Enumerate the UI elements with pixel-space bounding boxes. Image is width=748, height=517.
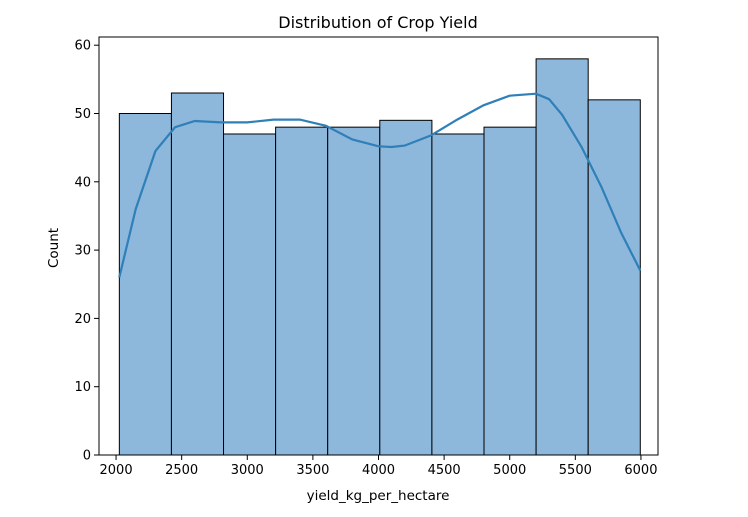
y-tick-label: 40 — [74, 175, 91, 190]
x-axis-label: yield_kg_per_hectare — [307, 488, 450, 504]
chart-title: Distribution of Crop Yield — [278, 13, 477, 32]
histogram-bar-4 — [275, 126, 329, 456]
histogram-bar-7 — [431, 133, 485, 456]
histogram-bar-10 — [587, 99, 641, 456]
x-tick-label: 5000 — [493, 463, 526, 478]
histogram-bar-3 — [223, 133, 277, 456]
x-tick-label: 4500 — [428, 463, 461, 478]
y-axis-label: Count — [46, 228, 62, 268]
histogram-bar-9 — [535, 58, 589, 456]
x-tick-label: 3000 — [231, 463, 264, 478]
x-axis-ticks: 2000 2500 3000 3500 4000 4500 5000 5500 6000 — [100, 455, 657, 478]
histogram-bar-6 — [379, 119, 433, 456]
x-tick-label: 6000 — [624, 463, 657, 478]
x-tick-label: 3500 — [296, 463, 329, 478]
x-tick-label: 5500 — [559, 463, 592, 478]
histogram-bar-2 — [170, 92, 225, 456]
y-tick-label: 0 — [83, 449, 91, 464]
y-tick-label: 50 — [74, 107, 91, 122]
y-tick-label: 60 — [74, 39, 91, 54]
histogram-bar-8 — [483, 126, 537, 456]
histogram-bar-1 — [118, 112, 172, 456]
y-tick-label: 10 — [74, 380, 91, 395]
x-tick-label: 2000 — [100, 463, 133, 478]
y-axis-ticks: 0 10 20 30 40 50 60 — [74, 39, 99, 464]
kde-curve — [118, 92, 642, 278]
y-tick-label: 30 — [74, 244, 91, 259]
histogram-bar-5 — [327, 126, 381, 456]
histogram-bars — [118, 58, 641, 456]
x-tick-label: 4000 — [362, 463, 395, 478]
y-tick-label: 20 — [74, 312, 91, 327]
x-tick-label: 2500 — [165, 463, 198, 478]
